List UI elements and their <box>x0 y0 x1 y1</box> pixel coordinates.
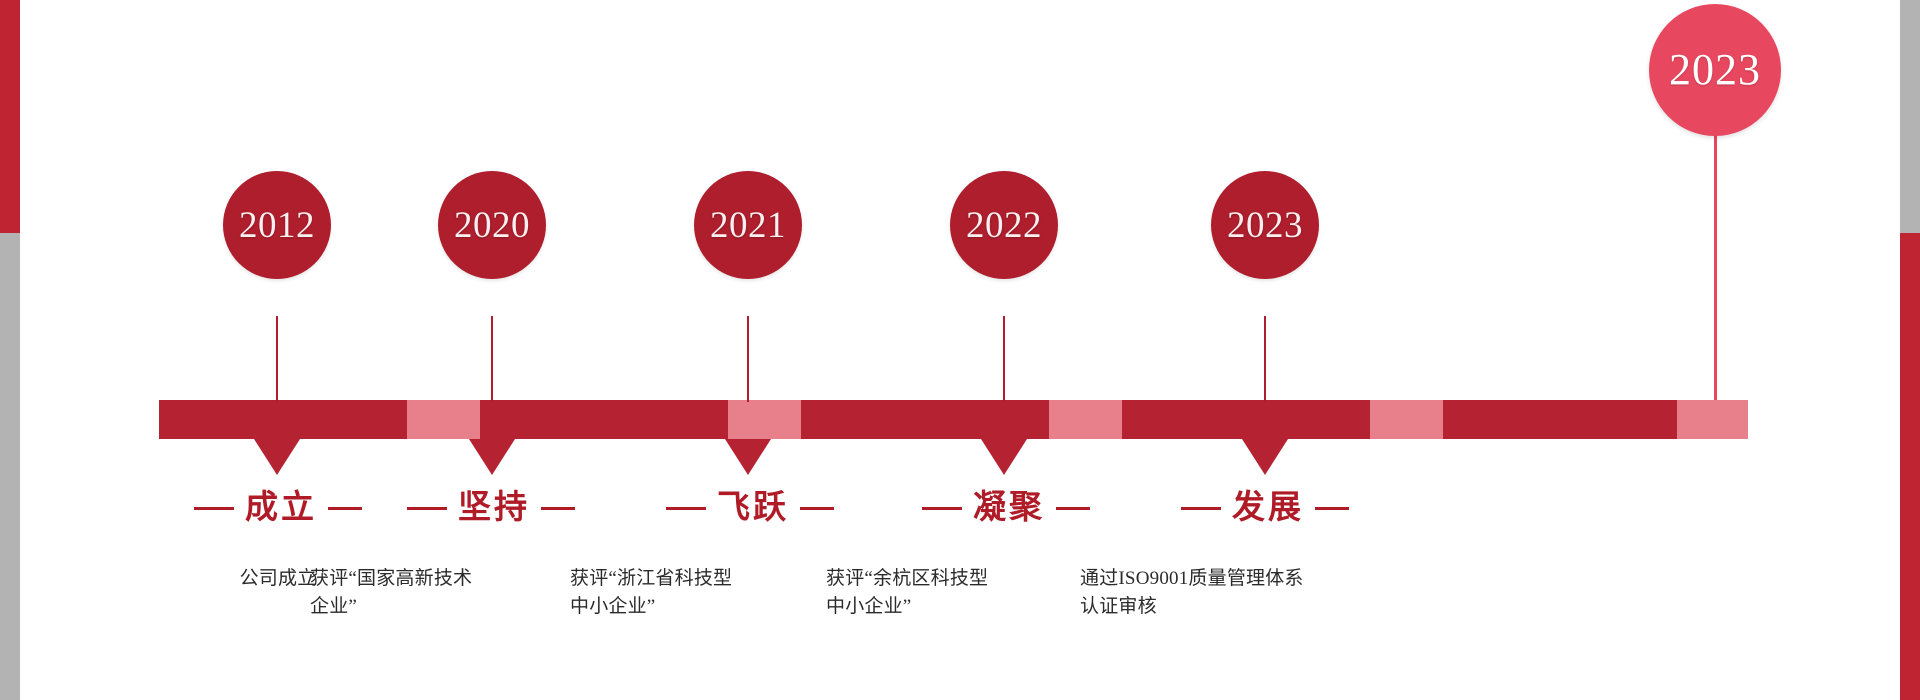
milestone-description: 公司成立 <box>239 568 317 589</box>
floating-year-balloon[interactable]: 2023 <box>1649 4 1781 136</box>
right-gray-accent-bar <box>1900 0 1920 233</box>
right-red-accent-bar <box>1900 233 1920 700</box>
dash-right-icon <box>541 507 575 510</box>
timeline-bar-segment <box>728 400 801 439</box>
node-stem-2020 <box>491 316 493 402</box>
timeline-pointer-2022 <box>981 439 1027 475</box>
node-stem-2023 <box>1264 316 1266 402</box>
timeline-bar-segment <box>1677 400 1748 439</box>
milestone-heading-row: 飞跃 <box>570 492 930 525</box>
milestone-heading-row: 发展 <box>1080 492 1450 525</box>
milestone-description: 获评“浙江省科技型 中小企业” <box>570 568 733 617</box>
node-stem-2022 <box>1003 316 1005 402</box>
timeline-pointer-2020 <box>469 439 515 475</box>
milestone-description: 通过ISO9001质量管理体系 认证审核 <box>1080 568 1304 617</box>
dash-left-icon <box>666 507 706 510</box>
dash-right-icon <box>800 507 834 510</box>
left-red-accent-bar <box>0 0 20 233</box>
balloon-year-label: 2023 <box>1669 45 1761 94</box>
dash-right-icon <box>1315 507 1349 510</box>
timeline-pointer-2012 <box>254 439 300 475</box>
dash-left-icon <box>922 507 962 510</box>
milestone-heading-row: 凝聚 <box>826 492 1186 525</box>
milestone-caption-2012: 成立 公司成立 <box>98 492 458 593</box>
year-node-label: 2023 <box>1227 204 1303 246</box>
year-node-2021[interactable]: 2021 <box>694 171 802 279</box>
year-node-2023[interactable]: 2023 <box>1211 171 1319 279</box>
milestone-caption-2021: 飞跃获评“浙江省科技型 中小企业” <box>570 492 930 620</box>
milestone-caption-2022: 凝聚获评“余杭区科技型 中小企业” <box>826 492 1186 620</box>
milestone-heading-row: 成立 <box>98 492 458 525</box>
year-node-2022[interactable]: 2022 <box>950 171 1058 279</box>
left-gray-accent-bar <box>0 233 20 700</box>
timeline-bar-segment <box>1049 400 1122 439</box>
milestone-description: 获评“国家高新技术 企业” <box>310 568 473 617</box>
dash-right-icon <box>1056 507 1090 510</box>
year-node-label: 2021 <box>710 204 786 246</box>
timeline-bar-segment <box>407 400 480 439</box>
timeline-pointer-2023 <box>1242 439 1288 475</box>
milestone-description: 获评“余杭区科技型 中小企业” <box>826 568 989 617</box>
milestone-caption-2023: 发展通过ISO9001质量管理体系 认证审核 <box>1080 492 1450 620</box>
dash-right-icon <box>328 507 362 510</box>
year-node-label: 2022 <box>966 204 1042 246</box>
timeline-bar-segment <box>1122 400 1370 439</box>
timeline-bar-segment <box>480 400 728 439</box>
node-stem-2012 <box>276 316 278 402</box>
timeline-bar-segment <box>159 400 407 439</box>
milestone-heading-text: 飞跃 <box>717 490 789 526</box>
year-node-label: 2020 <box>454 204 530 246</box>
milestone-heading-text: 成立 <box>245 490 317 526</box>
timeline-bar-segment <box>1370 400 1443 439</box>
dash-left-icon <box>1181 507 1221 510</box>
milestone-heading-text: 坚持 <box>458 490 530 526</box>
timeline-pointer-2021 <box>725 439 771 475</box>
milestone-heading-row: 坚持 <box>310 492 672 525</box>
timeline-bar-segment <box>1443 400 1677 439</box>
milestone-heading-text: 凝聚 <box>973 490 1045 526</box>
year-node-label: 2012 <box>239 204 315 246</box>
dash-left-icon <box>407 507 447 510</box>
dash-left-icon <box>194 507 234 510</box>
year-node-2012[interactable]: 2012 <box>223 171 331 279</box>
milestone-heading-text: 发展 <box>1232 490 1304 526</box>
balloon-stem <box>1714 130 1717 435</box>
milestone-caption-2020: 坚持获评“国家高新技术 企业” <box>310 492 672 620</box>
timeline-bar-segment <box>801 400 1049 439</box>
node-stem-2021 <box>747 316 749 402</box>
year-node-2020[interactable]: 2020 <box>438 171 546 279</box>
